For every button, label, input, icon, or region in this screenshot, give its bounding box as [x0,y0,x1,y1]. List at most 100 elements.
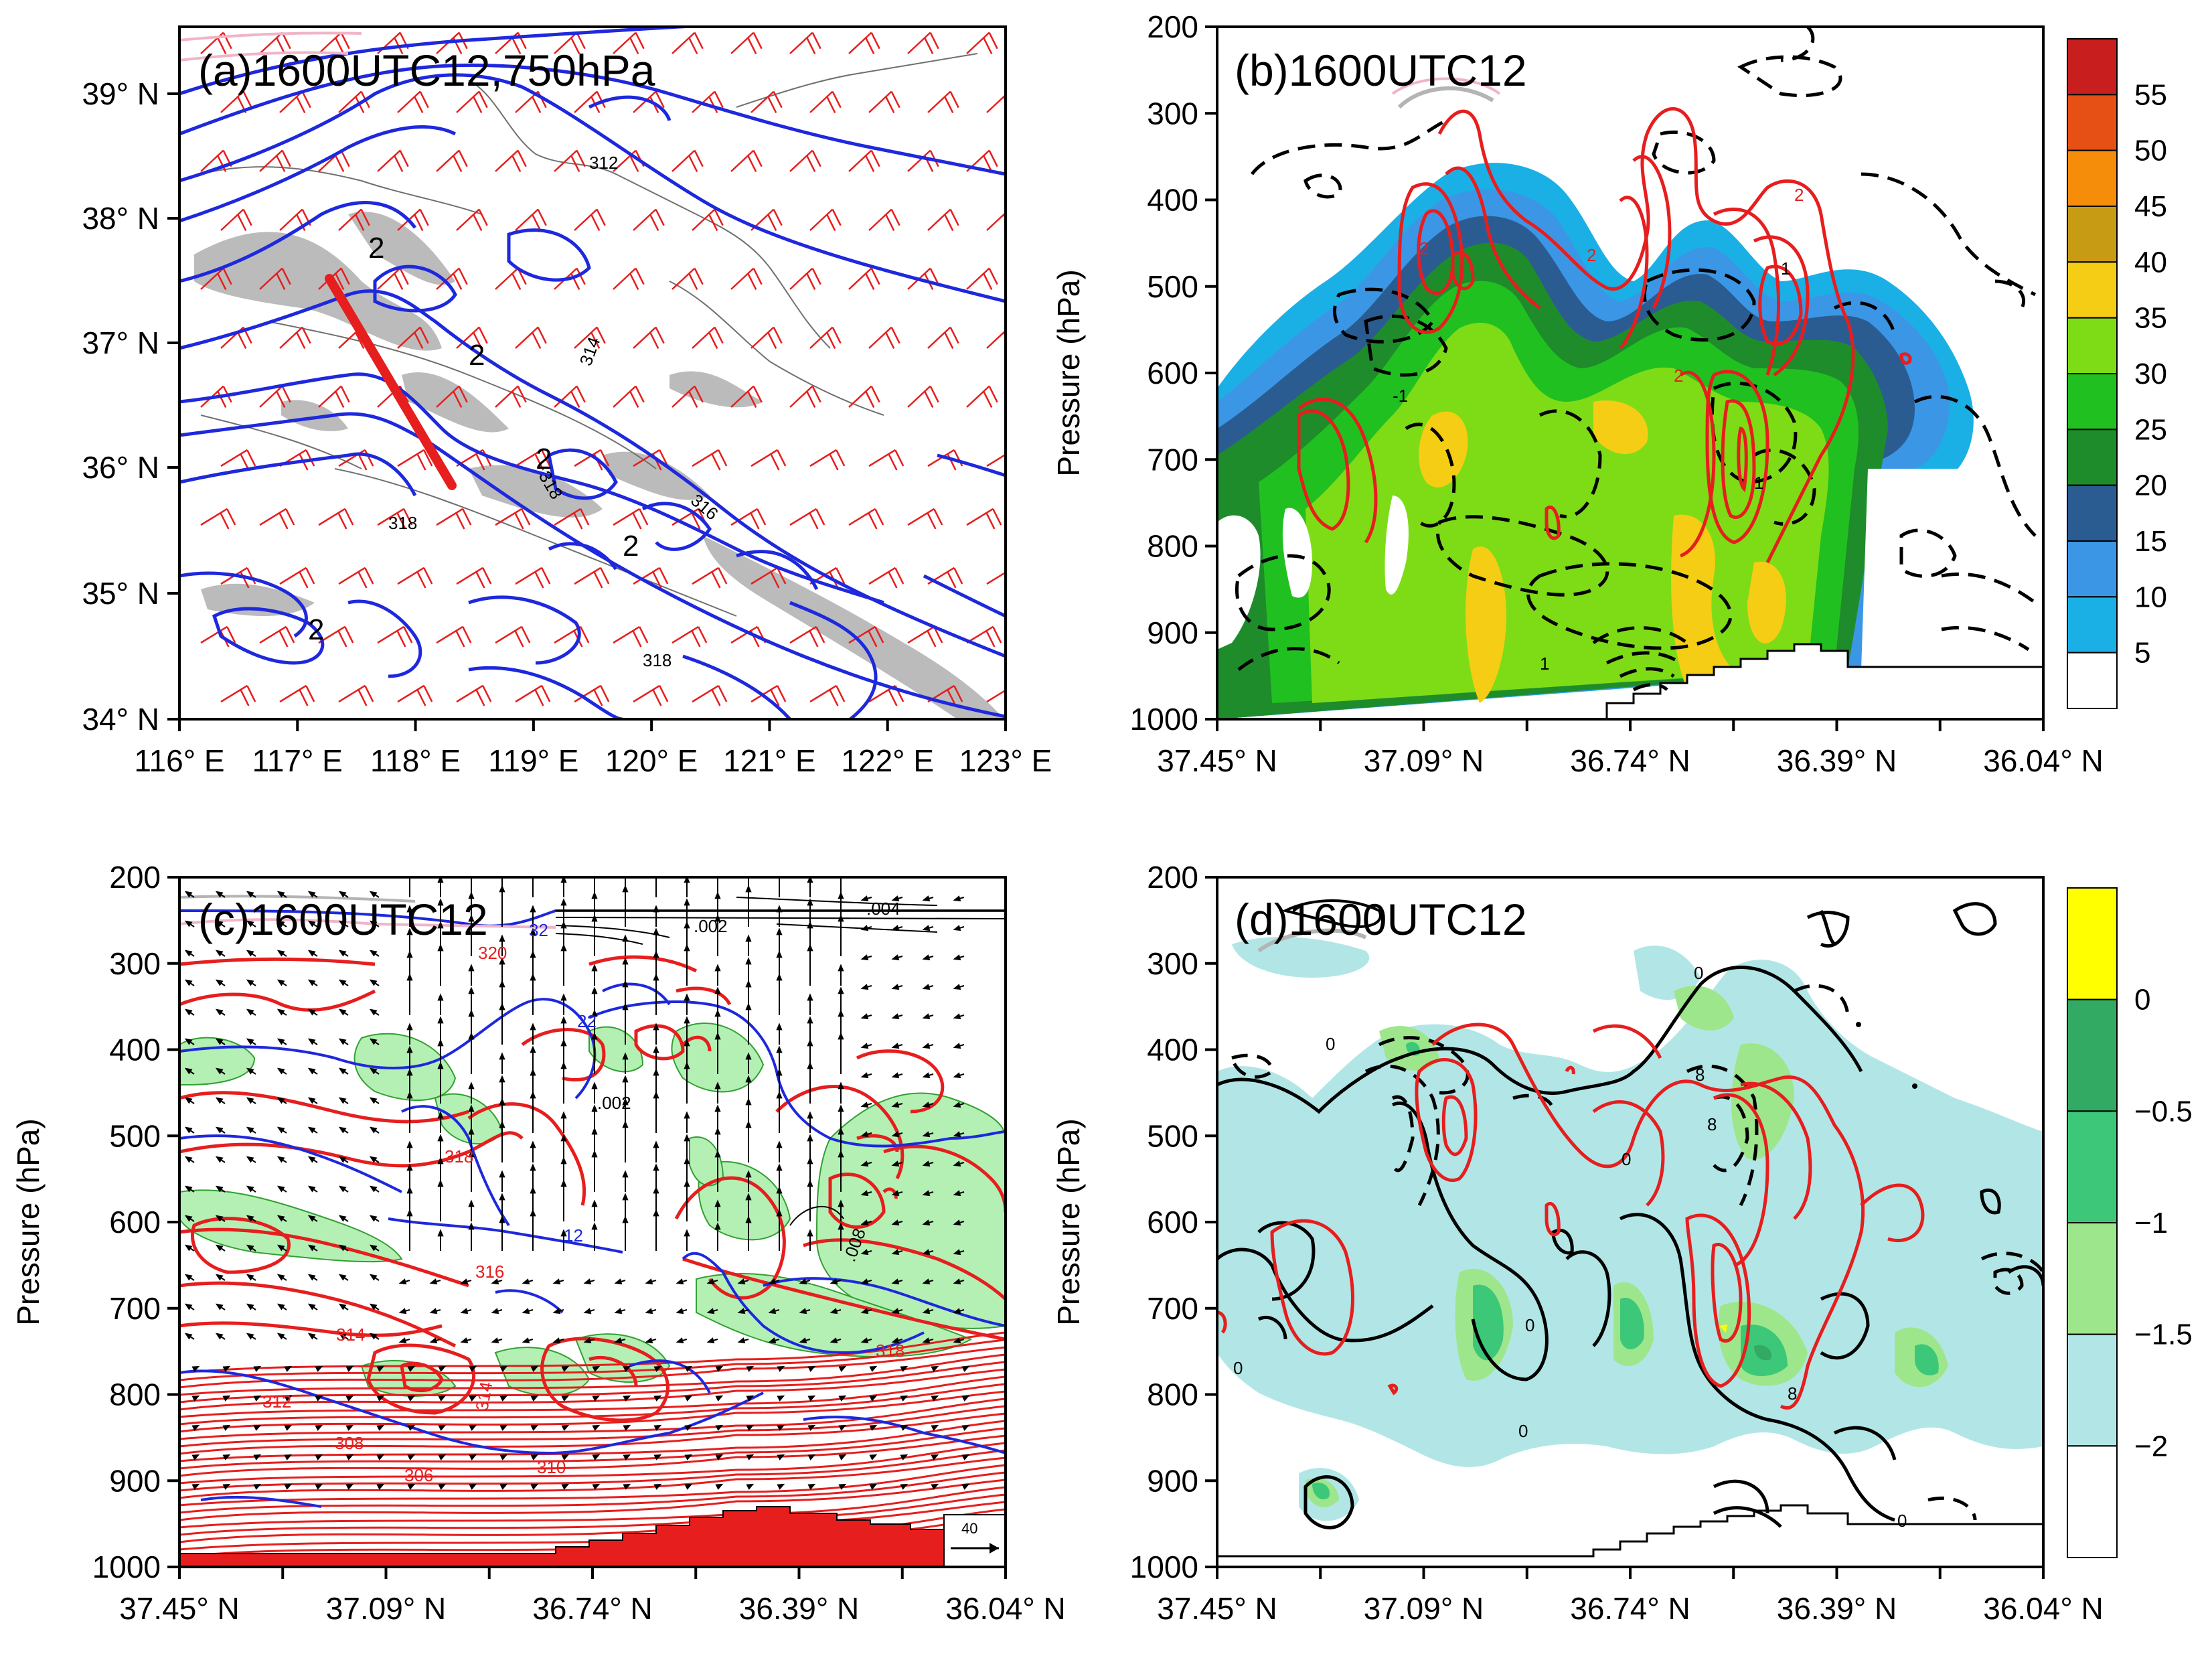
theta-contour [179,1442,1006,1485]
wind-barb [436,149,460,172]
wind-vector-head [246,1215,254,1222]
wind-barb [200,508,228,526]
wind-vector-head [838,914,844,922]
wind-vector-head [561,1424,570,1431]
wind-vector-head [222,1483,231,1490]
wind-vector-head [684,1365,693,1372]
wind-barb-flag [953,567,963,585]
wind-barb [279,208,303,231]
wind-barb [279,684,307,703]
wind-vector-head [653,927,659,935]
contour-label: 22 [577,1011,597,1031]
wind-vector-head [684,921,690,929]
wind-vector-head [276,1008,285,1016]
contour-label: 8 [1707,1114,1717,1134]
panel-a-title: (a)1600UTC12,750hPa [198,46,655,95]
wind-vector-head [869,1454,878,1460]
panel-a: 312 314 318 316 318 318 2 2 2 2 2 (a)160… [82,25,1052,778]
wind-vector-head [838,1199,844,1207]
wind-vector-head [376,1365,385,1372]
wind-vector-head [799,1337,807,1344]
contour-label: .004 [866,899,900,919]
wind-vector-head [776,1163,783,1171]
wind-barb-flag [773,327,783,344]
wind-barb-flag [933,508,943,526]
y-tick-label: 700 [1147,1291,1198,1326]
wind-vector-head [560,898,567,906]
wind-vector-head [307,891,316,898]
colorbar-swatch [2067,94,2118,151]
panel-d-gray-contour [1257,928,1367,953]
wind-barb-flag [747,273,757,291]
wind-vector-head [369,1126,378,1134]
wind-barb-flag [593,571,603,589]
wind-vector-head [838,1424,847,1431]
wind-vector-head [653,1483,662,1490]
wind-vector-head [891,1308,900,1314]
wind-barb-flag [655,209,665,226]
wind-vector-head [530,1091,536,1099]
wind-vector-head [922,1131,931,1138]
wind-vector-head [246,1126,254,1134]
wind-barb [613,385,637,408]
wind-vector-head [246,1008,254,1016]
colorbar-swatch [2067,540,2118,598]
wind-barb-flag [865,155,875,173]
wind-vector-head [437,993,444,1001]
wind-vector-head [922,895,931,902]
wind-barb [750,90,775,113]
wind-barb-flag [659,567,669,585]
colorbar-label: 35 [2134,302,2167,335]
wind-vector-head [860,895,869,902]
wind-barb-flag [340,32,350,50]
wind-vector-head [745,957,752,965]
wind-barb [750,326,775,349]
wind-barb-flag [629,273,639,291]
wind-barb [986,212,1006,231]
wind-vector-head [653,973,659,981]
wind-vector-head [922,1278,931,1285]
wind-barb [986,94,1006,113]
wind-barb-flag [694,386,704,403]
wind-vector-head [438,1483,447,1490]
wind-barb-flag [629,155,639,173]
wind-barb-flag [514,512,524,530]
wind-vector-head [184,920,193,927]
panel-a-x-ticks: 116° E 117° E 118° E 119° E 120° E 121° E 122°… [134,719,1052,778]
wind-barb-flag [296,214,306,232]
wind-vector-head [499,1215,505,1223]
wind-vector-head [284,1365,293,1372]
wind-vector-head [406,1209,413,1217]
wind-vector-head [530,950,536,958]
wind-barb-flag [541,449,551,467]
wind-barb-flag [688,155,698,173]
wind-vector-head [714,1150,721,1158]
wind-vector-head [922,954,931,961]
panel-d-plot [1217,899,2043,1567]
colorbar-swatch [2067,887,2118,1000]
wind-barb-flag [394,273,404,291]
wind-vector-head [953,925,961,931]
wind-barb [848,625,876,644]
wind-vector-head [369,1008,378,1016]
panel-a-coastlines [200,53,978,617]
wind-vector-head [807,877,813,883]
wind-barb-flag [340,150,350,167]
wind-vector-head [560,1111,567,1119]
wind-barb-flag [770,453,780,471]
wind-vector-head [684,1016,690,1024]
wind-barb-flag [281,386,291,403]
wind-vector-head [530,905,536,913]
panel-b-terrain [1605,643,2043,719]
wind-vector-head [684,1395,693,1402]
y-tick-label: 300 [109,946,161,981]
wind-vector-head [560,993,567,1001]
wind-barb-flag [217,155,227,173]
wind-barb-flag [811,32,821,50]
wind-vector-head [714,1104,721,1112]
wind-vector-head [807,1229,813,1237]
wind-vector-head [745,934,752,942]
wind-vector-head [499,1395,508,1402]
wind-vector-head [714,891,721,899]
